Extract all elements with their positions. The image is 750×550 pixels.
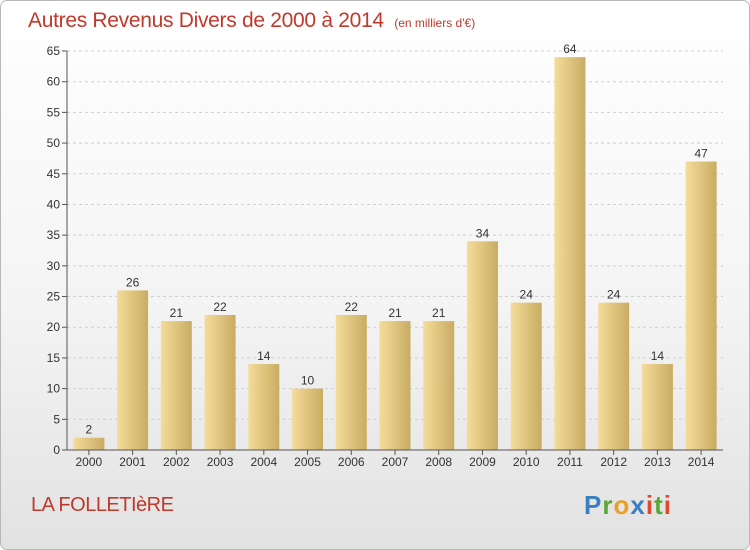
bar xyxy=(379,321,411,450)
y-tick-label: 45 xyxy=(47,167,61,181)
y-tick-label: 50 xyxy=(47,136,61,150)
bar xyxy=(641,364,673,450)
y-tick-label: 60 xyxy=(47,75,61,89)
data-label: 14 xyxy=(257,349,271,363)
bars xyxy=(73,57,717,451)
bar xyxy=(248,364,280,450)
x-tick-label: 2010 xyxy=(513,455,540,469)
data-label: 64 xyxy=(563,42,577,56)
y-tick-label: 10 xyxy=(47,382,61,396)
data-label: 47 xyxy=(694,146,708,160)
bar xyxy=(423,321,455,450)
x-tick-label: 2006 xyxy=(338,455,365,469)
y-tick-label: 65 xyxy=(47,44,61,58)
x-tick-label: 2002 xyxy=(163,455,190,469)
data-label: 24 xyxy=(607,288,621,302)
bar xyxy=(292,388,324,450)
x-tick-label: 2004 xyxy=(250,455,277,469)
y-tick-label: 40 xyxy=(47,197,61,211)
bar xyxy=(598,302,630,450)
bar xyxy=(204,314,236,450)
x-tick-label: 2011 xyxy=(557,455,583,469)
x-tick-label: 2013 xyxy=(644,455,671,469)
x-tick-label: 2008 xyxy=(425,455,452,469)
y-tick-label: 5 xyxy=(53,412,60,426)
bar xyxy=(510,302,542,450)
data-label: 24 xyxy=(520,288,534,302)
bar xyxy=(466,241,498,450)
data-label: 22 xyxy=(213,300,227,314)
data-label: 22 xyxy=(345,300,359,314)
chart-title: Autres Revenus Divers de 2000 à 2014 xyxy=(28,9,384,32)
bar xyxy=(335,314,367,450)
y-tick-label: 25 xyxy=(47,290,61,304)
data-label: 10 xyxy=(301,374,315,388)
bar xyxy=(160,321,192,450)
data-label: 21 xyxy=(170,306,184,320)
data-label: 2 xyxy=(86,423,93,437)
x-tick-label: 2014 xyxy=(688,455,715,469)
bar xyxy=(554,57,586,451)
chart-subtitle: (en milliers d'€) xyxy=(394,16,476,30)
x-tick-label: 2003 xyxy=(207,455,234,469)
data-labels: 2 26 21 22 14 10 22 21 21 34 24 64 24 14 47 xyxy=(86,42,709,437)
x-tick-label: 2007 xyxy=(382,455,409,469)
commune-name: LA FOLLETIèRE xyxy=(31,494,174,516)
data-label: 14 xyxy=(651,349,665,363)
x-tick-label: 2001 xyxy=(119,455,146,469)
y-tick-label: 35 xyxy=(47,228,61,242)
data-label: 26 xyxy=(126,275,140,289)
y-tick-label: 55 xyxy=(47,105,61,119)
x-tick-label: 2012 xyxy=(600,455,627,469)
x-tick-label: 2005 xyxy=(294,455,321,469)
bar xyxy=(685,161,717,450)
data-label: 21 xyxy=(432,306,446,320)
data-label: 34 xyxy=(476,226,490,240)
y-tick-label: 30 xyxy=(47,259,61,273)
bar xyxy=(117,290,149,450)
x-tick-label: 2009 xyxy=(469,455,496,469)
title-row: Autres Revenus Divers de 2000 à 2014 (en… xyxy=(28,9,475,33)
bar xyxy=(73,437,105,450)
proxiti-logo[interactable]: Proxiti xyxy=(584,490,672,520)
x-tick-label: 2000 xyxy=(76,455,103,469)
y-tick-label: 20 xyxy=(47,320,61,334)
y-tick-label: 15 xyxy=(47,351,61,365)
axes: 0 5 10 15 20 25 30 35 40 45 50 55 60 65 2000 2001 2002 20… xyxy=(47,44,723,469)
y-tick-label: 0 xyxy=(53,443,60,457)
data-label: 21 xyxy=(388,306,402,320)
